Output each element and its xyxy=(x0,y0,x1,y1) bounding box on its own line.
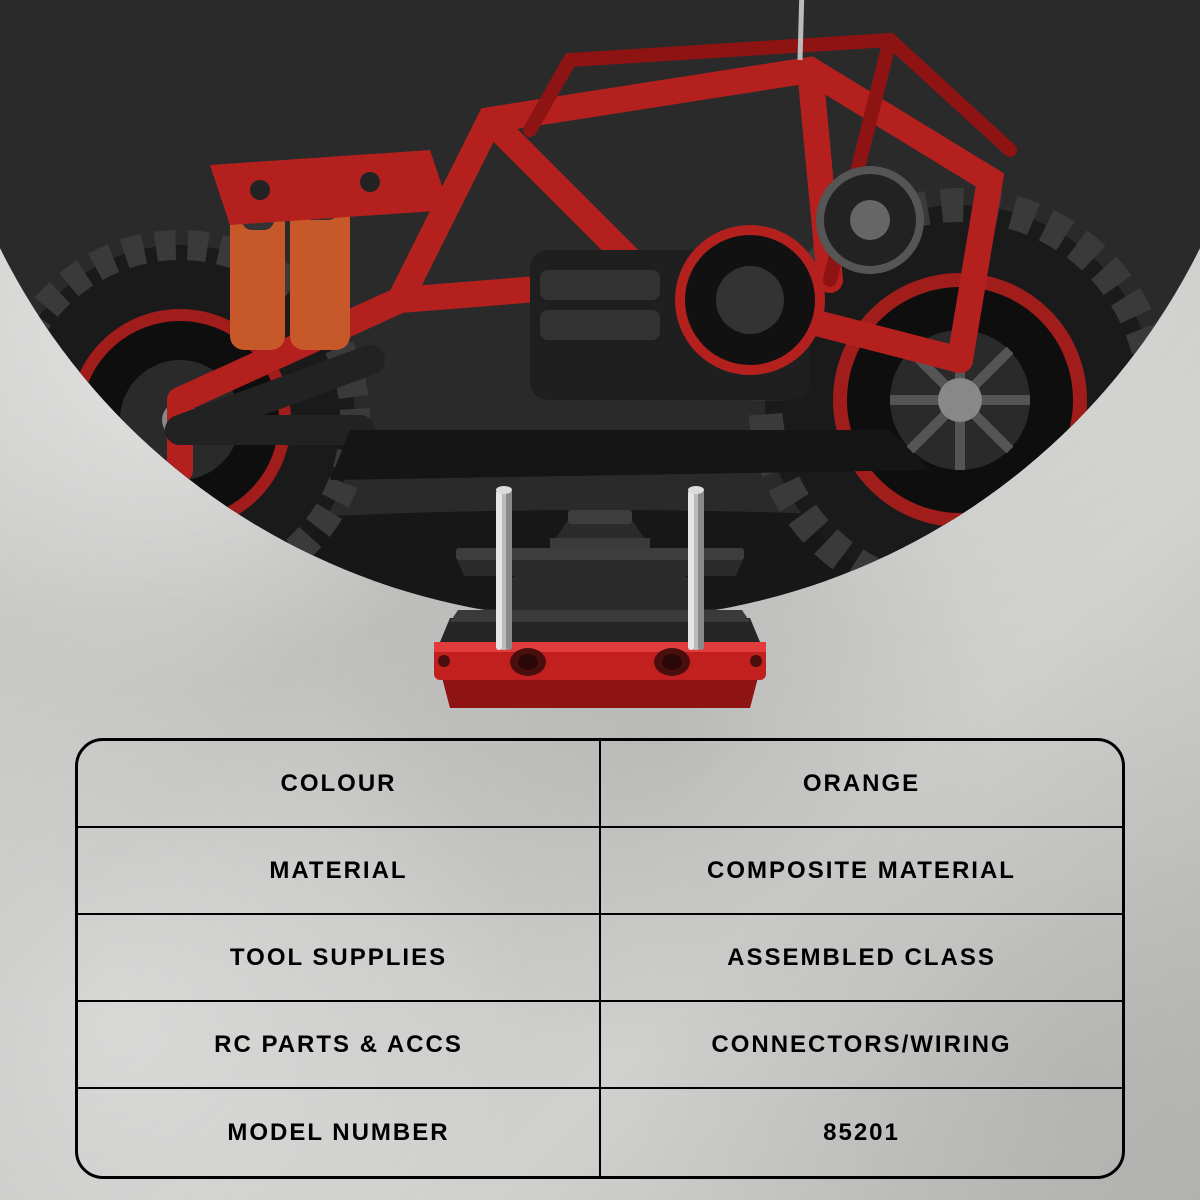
spec-value: ORANGE xyxy=(601,741,1122,826)
spec-value: ASSEMBLED CLASS xyxy=(601,915,1122,1000)
bracket-icon xyxy=(400,460,800,720)
table-row: RC PARTS & ACCS CONNECTORS/WIRING xyxy=(78,1002,1122,1089)
table-row: TOOL SUPPLIES ASSEMBLED CLASS xyxy=(78,915,1122,1002)
table-row: MATERIAL COMPOSITE MATERIAL xyxy=(78,828,1122,915)
spec-value: CONNECTORS/WIRING xyxy=(601,1002,1122,1087)
spec-label: MODEL NUMBER xyxy=(78,1089,601,1176)
spec-table: COLOUR ORANGE MATERIAL COMPOSITE MATERIA… xyxy=(75,738,1125,1179)
spec-label: RC PARTS & ACCS xyxy=(78,1002,601,1087)
spec-value: COMPOSITE MATERIAL xyxy=(601,828,1122,913)
product-part xyxy=(400,460,800,720)
table-row: MODEL NUMBER 85201 xyxy=(78,1089,1122,1176)
table-row: COLOUR ORANGE xyxy=(78,741,1122,828)
spec-value: 85201 xyxy=(601,1089,1122,1176)
spec-label: MATERIAL xyxy=(78,828,601,913)
spec-label: COLOUR xyxy=(78,741,601,826)
spec-label: TOOL SUPPLIES xyxy=(78,915,601,1000)
